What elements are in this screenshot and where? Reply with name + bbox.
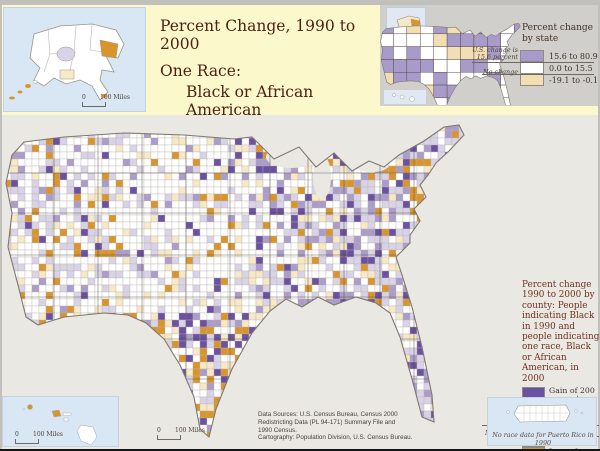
main-map-area: 0 100 Miles Data Sources: U.S. Census Bu…	[2, 115, 600, 449]
scalebar-label: 100 Miles	[33, 431, 63, 438]
scalebar-zero: 0	[157, 427, 161, 434]
state-annotation-no-change: No change	[483, 68, 518, 76]
scalebar-bar	[157, 435, 181, 440]
source-line: Cartography: Population Division, U.S. C…	[258, 434, 413, 442]
source-line: Data Sources: U.S. Census Bureau, Census…	[258, 411, 398, 418]
scalebar-zero: 0	[15, 431, 19, 438]
page-subtitle: One Race:	[160, 62, 242, 80]
scalebar-label: 100 Miles	[175, 427, 205, 434]
minimap-hawaii-box	[384, 90, 426, 104]
annotation-line: U.S. change is	[472, 46, 518, 54]
state-legend-swatch-gain	[520, 50, 544, 62]
puerto-rico-inset-map: No race data for Puerto Rico in 1990	[487, 397, 597, 447]
source-line: 1990 Census.	[258, 426, 297, 434]
scalebar-label: 100 Miles	[100, 94, 130, 101]
puerto-rico-note: No race data for Puerto Rico in 1990	[492, 431, 594, 447]
alaska-inset-map: 0 100 Miles	[3, 7, 146, 112]
main-scalebar: 0 100 Miles	[155, 427, 217, 441]
data-sources: Data Sources: U.S. Census Bureau, Census…	[258, 411, 412, 442]
alaska-scalebar: 0 100 Miles	[80, 94, 142, 108]
state-legend-rule-no-change	[482, 73, 594, 75]
county-label-loss-10: Loss of more than 10 percent	[549, 447, 600, 449]
page-title: Percent Change, 1990 to 2000	[160, 17, 356, 53]
state-legend-label-loss: -19.1 to -0.1	[549, 76, 599, 85]
source-line: Redistricting Data (PL 94-171) Summary F…	[258, 418, 396, 426]
scalebar-bar	[15, 439, 39, 444]
alaska-map	[9, 23, 125, 101]
state-legend-title: Percent change by state	[522, 23, 594, 44]
state-minimap-panel: Percent change by state 15.6 to 80.9 0.0…	[380, 5, 598, 106]
state-legend-rule-us-change	[472, 61, 594, 63]
state-annotation-us-change: U.S. change is 15.6 percent	[468, 47, 518, 61]
hawaii-inset-map: 0 100 Miles	[2, 396, 119, 447]
puerto-rico-map	[506, 404, 584, 423]
county-swatch-loss-10	[522, 447, 545, 449]
state-legend-label-small-gain: 0.0 to 15.5	[549, 64, 593, 73]
county-choropleth-map	[5, 124, 465, 439]
page-subtitle-race: Black or African American	[186, 83, 314, 119]
scalebar-zero: 0	[82, 94, 86, 101]
state-legend-swatch-small-gain	[520, 62, 544, 74]
hawaii-map	[22, 404, 98, 446]
hawaii-scalebar: 0 100 Miles	[13, 431, 75, 445]
header-band: 0 100 Miles Percent Change, 1990 to 2000…	[2, 5, 598, 119]
scalebar-bar	[82, 102, 106, 107]
title-block: Percent Change, 1990 to 2000 One Race: B…	[160, 17, 380, 119]
county-legend-description: Percent change 1990 to 2000 by county: P…	[522, 280, 600, 384]
annotation-line: 15.6 percent	[476, 53, 518, 61]
state-legend-swatch-loss	[520, 74, 544, 86]
state-legend-label-gain: 15.6 to 80.9	[549, 52, 598, 61]
minimap-hawaii-map	[392, 93, 415, 102]
